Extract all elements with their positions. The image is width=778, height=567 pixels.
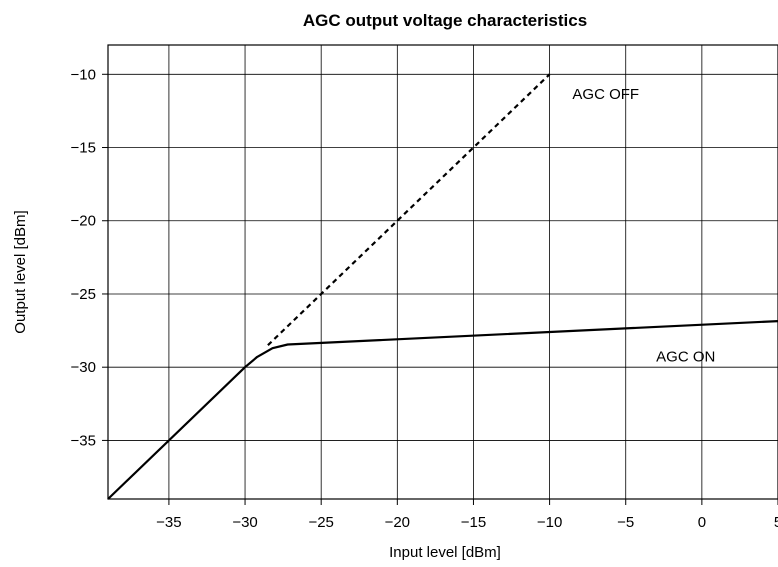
plot-frame bbox=[107, 44, 778, 500]
x-tick-label: 0 bbox=[698, 514, 706, 531]
y-axis-label: Output level [dBm] bbox=[12, 210, 29, 333]
series-line-agc-off bbox=[267, 73, 551, 346]
x-axis-label: Input level [dBm] bbox=[389, 544, 501, 561]
x-axis-ticks: −35 −30 −25 −20 −15 −10 −5 0 5 bbox=[156, 499, 778, 531]
y-tick-label: −25 bbox=[71, 286, 96, 303]
x-tick-label: −35 bbox=[156, 514, 181, 531]
x-tick-label: −25 bbox=[308, 514, 333, 531]
y-tick-label: −10 bbox=[71, 66, 96, 83]
grid bbox=[108, 45, 778, 499]
series-group bbox=[107, 73, 778, 500]
y-tick-label: −20 bbox=[71, 213, 96, 230]
x-tick-label: −5 bbox=[617, 514, 634, 531]
chart-title: AGC output voltage characteristics bbox=[303, 11, 587, 30]
series-line-agc-on bbox=[107, 320, 778, 500]
x-tick-label: −20 bbox=[385, 514, 410, 531]
annotation-agc-off: AGC OFF bbox=[572, 86, 639, 103]
y-tick-label: −35 bbox=[71, 432, 96, 449]
x-tick-label: 5 bbox=[774, 514, 778, 531]
x-tick-label: −30 bbox=[232, 514, 257, 531]
y-axis-ticks: −35 −30 −25 −20 −15 −10 bbox=[71, 66, 108, 449]
x-tick-label: −10 bbox=[537, 514, 562, 531]
y-tick-label: −30 bbox=[71, 359, 96, 376]
annotation-agc-on: AGC ON bbox=[656, 348, 715, 365]
annotations: AGC OFF AGC ON bbox=[572, 86, 715, 365]
y-tick-label: −15 bbox=[71, 140, 96, 157]
x-tick-label: −15 bbox=[461, 514, 486, 531]
